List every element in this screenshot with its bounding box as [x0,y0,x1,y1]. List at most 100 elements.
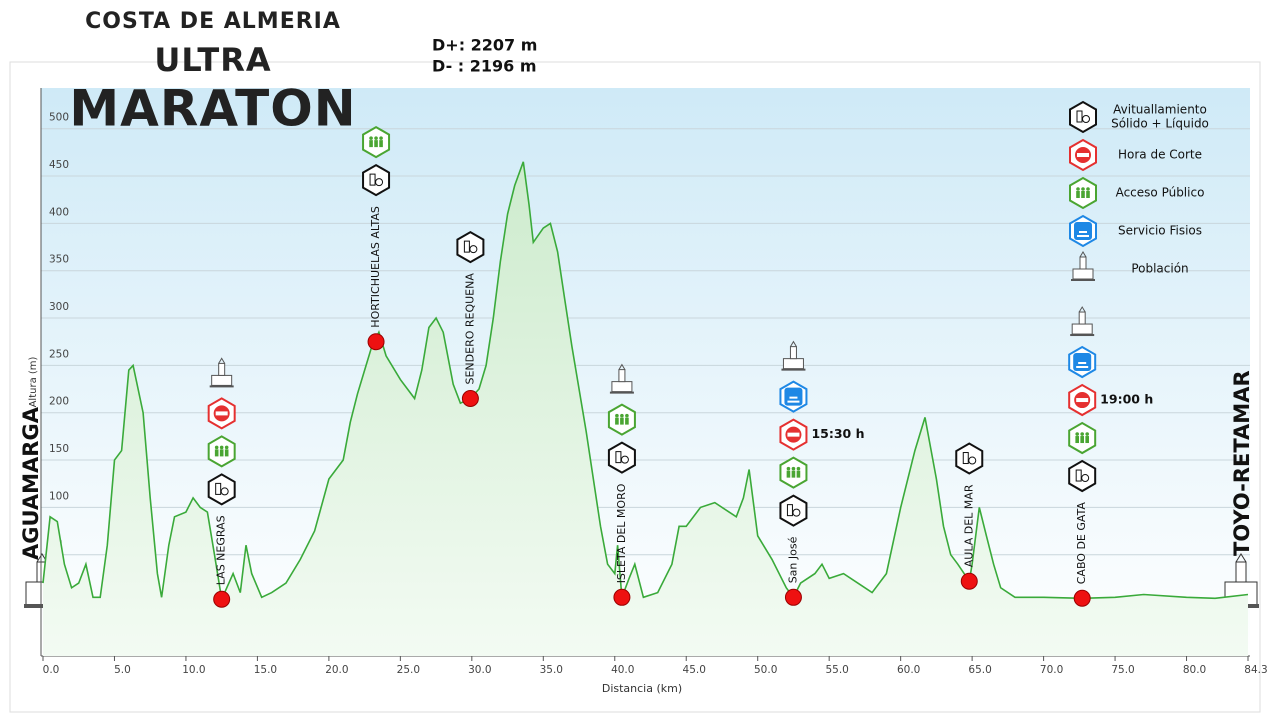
icon-part [615,413,619,418]
area-fill [43,161,1248,657]
service-icon [1068,459,1097,493]
icon-part [1081,191,1085,198]
icon-part [1071,323,1093,335]
checkpoint [784,588,802,606]
service-icon [607,403,636,436]
icon-part [215,482,222,495]
icon-part [218,362,226,376]
x-tick-label: 80.0 [1183,664,1206,676]
icon-part [625,413,629,418]
icon-part [791,466,796,471]
y-tick-label: 500 [49,112,69,124]
icon-part [1077,231,1089,237]
icon-part [224,445,229,450]
icon-part [218,357,226,364]
icon-part [374,136,378,140]
logo-line: MARATON [69,80,356,138]
x-axis-label: Distancia (km) [602,682,682,695]
icon-part [1079,256,1087,270]
y-axis-label: Altura (m) [28,356,39,407]
legend-label: Avituallamiento [1113,103,1207,117]
icon-part [786,470,791,478]
service-icon [1070,306,1095,337]
y-tick-label: 250 [49,348,69,360]
icon-part [375,178,384,187]
icon-part [1079,251,1087,258]
icon-part [211,374,233,386]
icon-part [618,363,626,370]
icon-part [781,368,806,371]
icon-part [1085,432,1089,436]
icon-part [786,466,791,471]
x-tick-label: 15.0 [254,664,277,676]
y-tick-label: 400 [49,206,69,218]
icon-part [1070,334,1095,337]
icon-part [219,445,224,450]
icon-part [786,504,793,517]
service-icon [1069,138,1097,172]
cutoff-time: 15:30 h [811,426,864,441]
icon-part [615,417,619,425]
service-icon [1071,251,1095,281]
stat: D- : 2196 m [432,57,537,76]
icon-part [219,449,224,457]
service-icon [779,456,808,489]
checkpoint-label: CABO DE GATA [1075,502,1088,585]
icon-part [209,385,234,388]
service-icon [207,397,236,430]
service-icon [1069,176,1097,210]
service-icon [779,380,808,413]
icon-part [620,417,624,425]
x-tick-label: 40.0 [611,664,634,676]
y-tick-label: 150 [49,443,69,455]
stat: D+: 2207 m [432,36,537,55]
icon-part [625,417,629,425]
x-tick-label: 45.0 [683,664,706,676]
icon-part [224,449,229,457]
icon-part [1076,187,1080,191]
x-tick-label: 10.0 [182,664,205,676]
icon-part [214,449,219,457]
icon-part [220,487,229,496]
x-tick-label: 35.0 [540,664,563,676]
x-tick-label: 75.0 [1111,664,1134,676]
icon-part [618,369,626,383]
icon-part [1075,432,1079,436]
icon-part [1086,191,1090,198]
plot-background [41,88,1250,656]
x-tick-label: 84.3 [1244,664,1267,676]
y-tick-label: 350 [49,254,69,266]
checkpoint-label: San José [786,536,799,583]
legend-label: Servicio Fisios [1118,224,1202,238]
checkpoint-label: AULA DEL MAR [962,484,975,567]
legend-label: Acceso Público [1116,186,1205,200]
x-tick-label: 25.0 [397,664,420,676]
icon-part [609,391,634,394]
icon-part [215,411,228,416]
service-icon [209,357,234,388]
icon-part [1076,398,1089,403]
service-icon [207,435,236,468]
icon-part [1080,432,1084,436]
service-icon [607,441,636,474]
x-tick-label: 0.0 [43,664,60,676]
icon-part [1072,268,1094,280]
finish-label: TOYO-RETAMAR [1230,370,1254,556]
service-icon [362,163,391,197]
checkpoint-label: HORTICHUELAS ALTAS [369,206,382,328]
x-tick-label: 50.0 [754,664,777,676]
icon-part [790,340,797,347]
icon-part [1071,279,1095,281]
icon-part [1076,191,1080,198]
icon-part [369,173,376,186]
start-label: AGUAMARGA [19,406,43,560]
checkpoint [213,590,231,608]
service-icon [207,473,236,506]
logo-line: ULTRA [154,41,271,79]
icon-part [782,358,804,370]
icon-part [787,396,800,403]
x-tick-label: 60.0 [897,664,920,676]
icon-part [620,413,624,418]
x-tick-label: 30.0 [468,664,491,676]
